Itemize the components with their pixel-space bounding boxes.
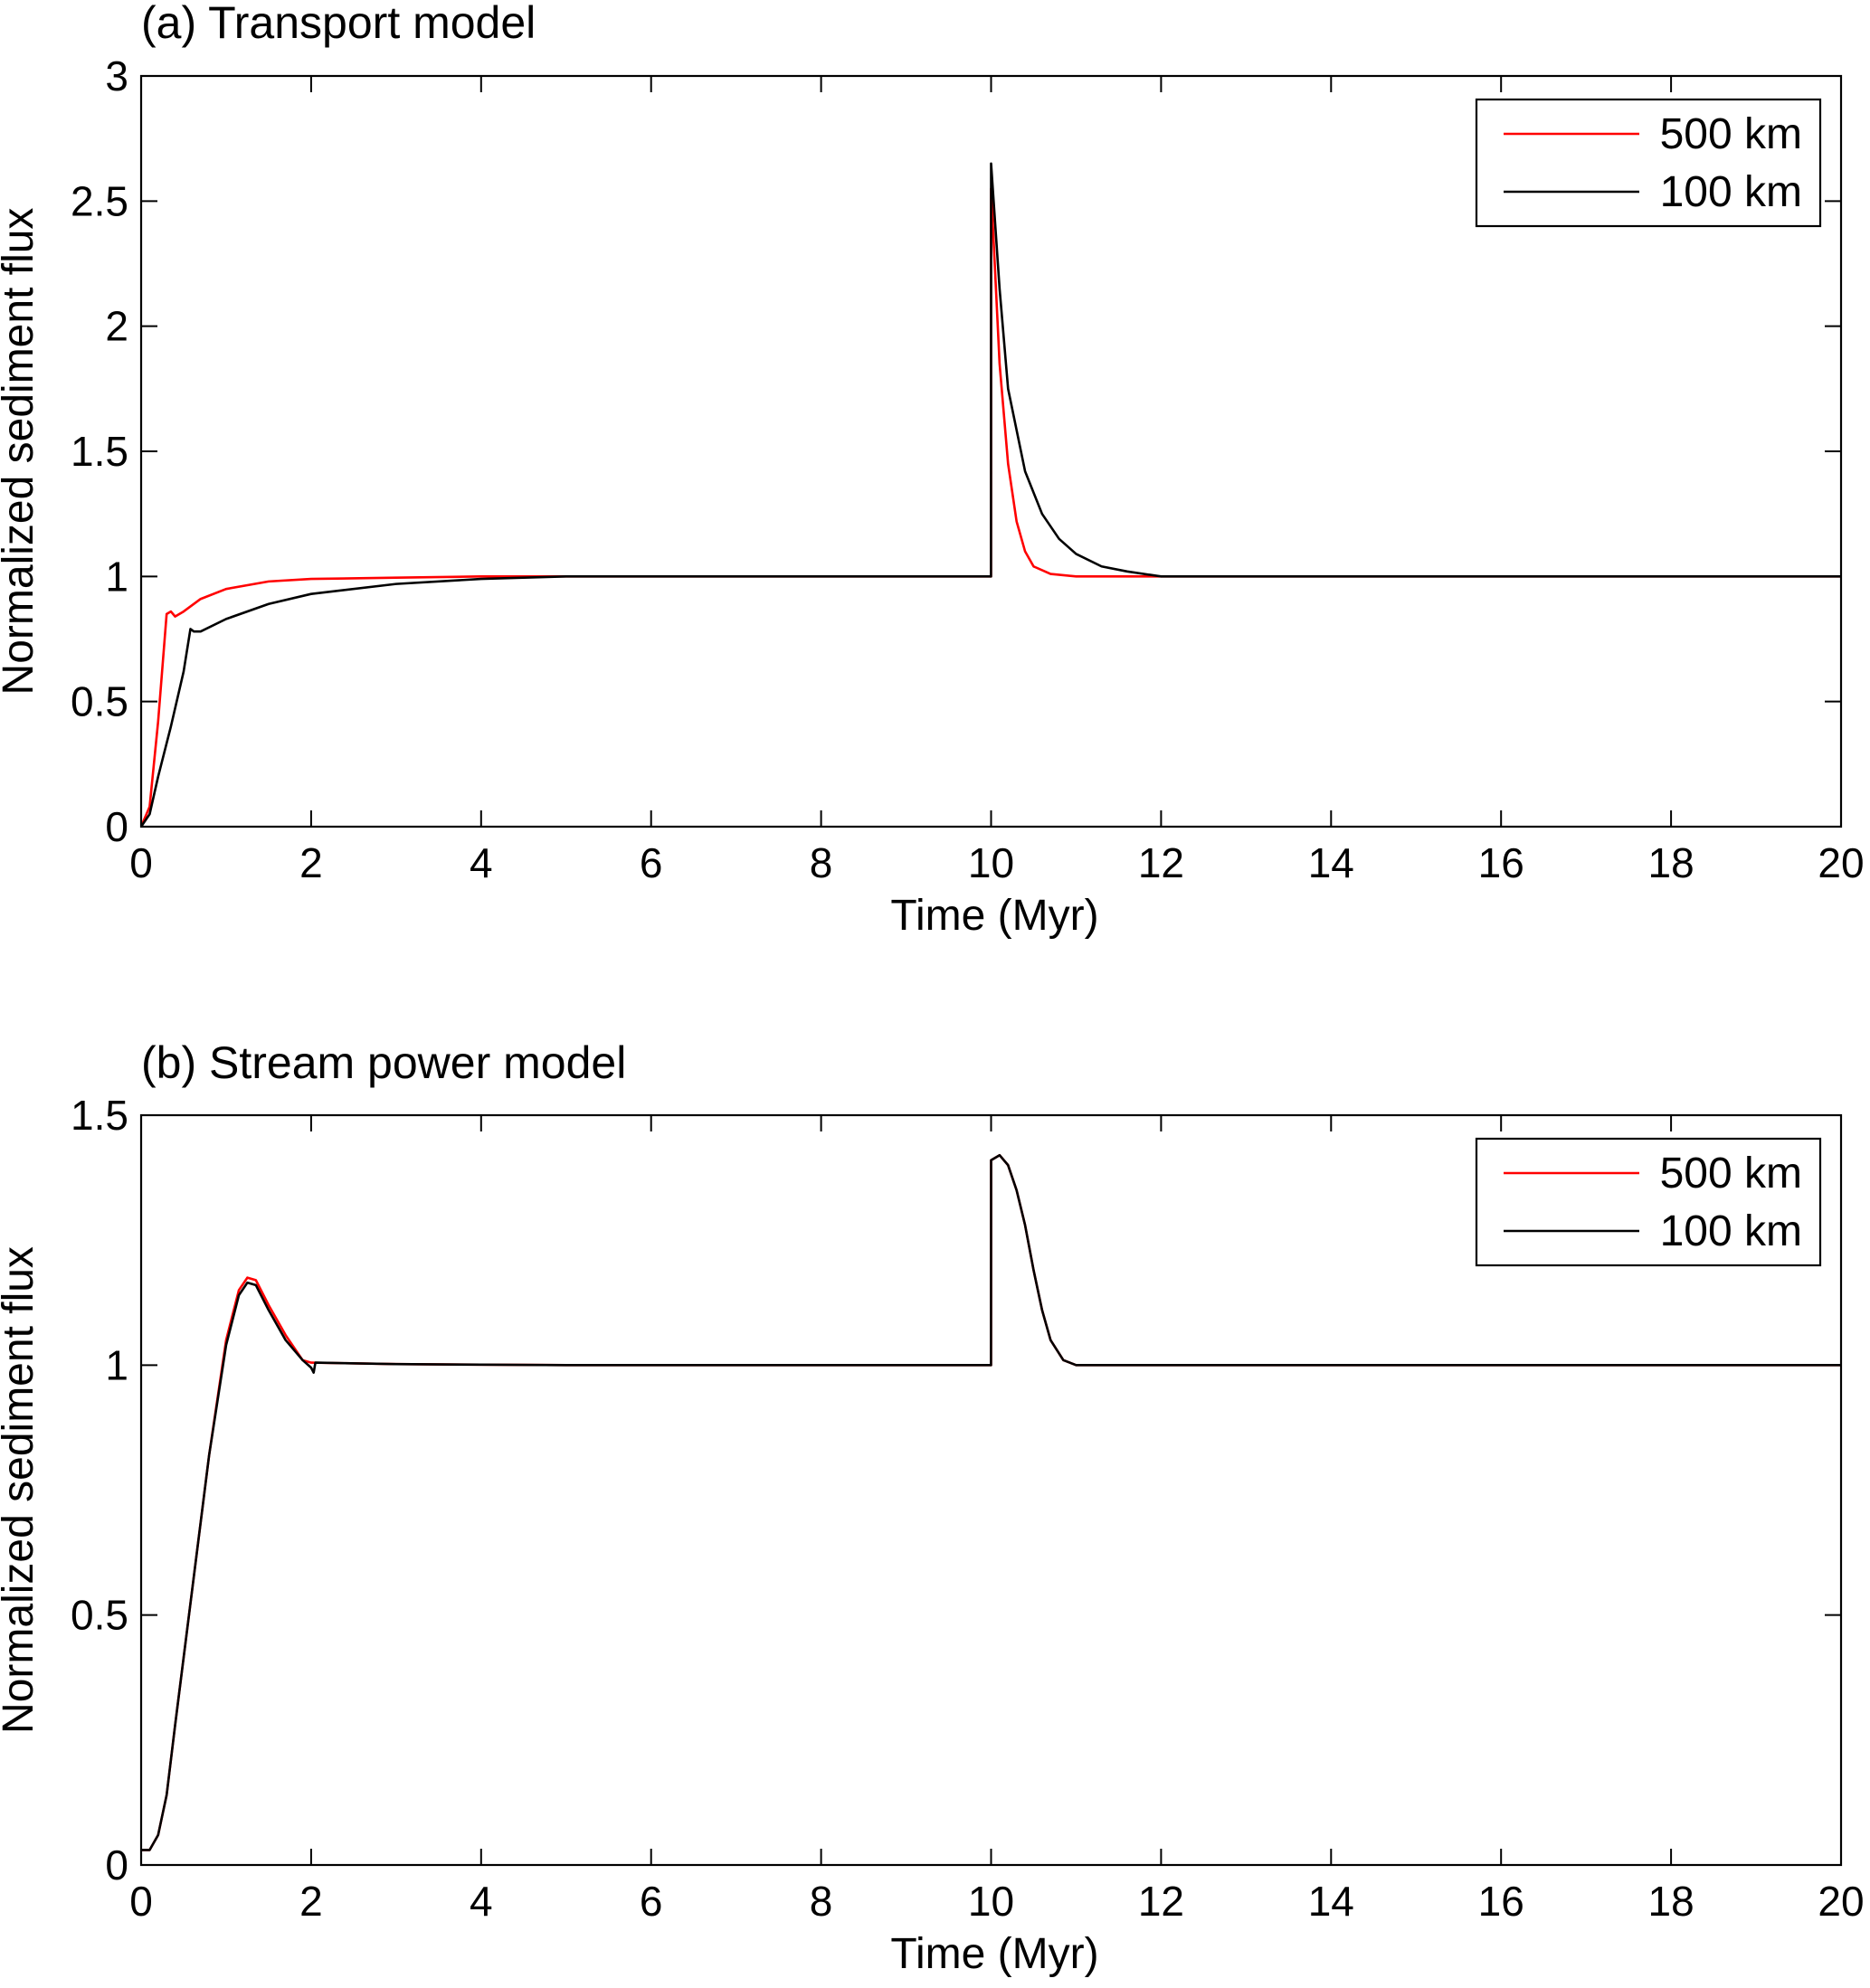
series-line-100-km bbox=[141, 162, 1841, 827]
series-line-100-km bbox=[141, 1153, 1841, 1851]
legend-box bbox=[1475, 98, 1822, 228]
legend-label: 100 km bbox=[1660, 1207, 1802, 1255]
x-tick-label: 0 bbox=[129, 839, 153, 886]
y-axis-label: Normalized sediment flux bbox=[0, 1246, 43, 1734]
y-tick-label: 0.5 bbox=[71, 678, 128, 725]
x-tick-label: 14 bbox=[1308, 839, 1354, 886]
x-axis-label: Time (Myr) bbox=[890, 892, 1098, 940]
series-line-500-km bbox=[141, 187, 1841, 827]
x-tick-label: 6 bbox=[640, 839, 663, 886]
x-tick-label: 2 bbox=[299, 839, 323, 886]
y-tick-label: 0.5 bbox=[71, 1592, 128, 1639]
x-tick-label: 10 bbox=[968, 839, 1014, 886]
legend-label: 100 km bbox=[1660, 168, 1802, 216]
y-tick-label: 2.5 bbox=[71, 177, 128, 224]
legend-box bbox=[1475, 1137, 1822, 1267]
x-tick-label: 16 bbox=[1478, 839, 1524, 886]
x-tick-label: 2 bbox=[299, 1878, 323, 1925]
x-tick-label: 18 bbox=[1648, 1878, 1694, 1925]
y-tick-label: 1 bbox=[105, 1341, 128, 1388]
x-tick-label: 12 bbox=[1138, 839, 1184, 886]
y-tick-label: 0 bbox=[105, 803, 128, 850]
x-tick-label: 20 bbox=[1818, 839, 1864, 886]
x-tick-label: 4 bbox=[470, 839, 493, 886]
y-tick-label: 1.5 bbox=[71, 1092, 128, 1139]
y-tick-label: 3 bbox=[105, 52, 128, 99]
x-tick-label: 16 bbox=[1478, 1878, 1524, 1925]
chart-title: (a) Transport model bbox=[141, 0, 536, 48]
x-tick-label: 14 bbox=[1308, 1878, 1354, 1925]
y-tick-label: 2 bbox=[105, 303, 128, 350]
x-tick-label: 6 bbox=[640, 1878, 663, 1925]
x-tick-label: 4 bbox=[470, 1878, 493, 1925]
chart-title: (b) Stream power model bbox=[141, 1037, 626, 1088]
x-tick-label: 10 bbox=[968, 1878, 1014, 1925]
y-tick-label: 1.5 bbox=[71, 428, 128, 475]
x-axis-label: Time (Myr) bbox=[890, 1930, 1098, 1978]
y-tick-label: 0 bbox=[105, 1841, 128, 1889]
legend-label: 500 km bbox=[1660, 1150, 1802, 1198]
legend-label: 500 km bbox=[1660, 110, 1802, 158]
legend: 500 km 100 km bbox=[1475, 98, 1822, 228]
x-tick-label: 18 bbox=[1648, 839, 1694, 886]
x-tick-label: 8 bbox=[810, 1878, 833, 1925]
y-axis-label: Normalized sediment flux bbox=[0, 208, 43, 696]
y-tick-label: 1 bbox=[105, 553, 128, 600]
x-tick-label: 0 bbox=[129, 1878, 153, 1925]
x-tick-label: 20 bbox=[1818, 1878, 1864, 1925]
x-tick-label: 8 bbox=[810, 839, 833, 886]
legend: 500 km 100 km bbox=[1475, 1137, 1822, 1267]
x-tick-label: 12 bbox=[1138, 1878, 1184, 1925]
